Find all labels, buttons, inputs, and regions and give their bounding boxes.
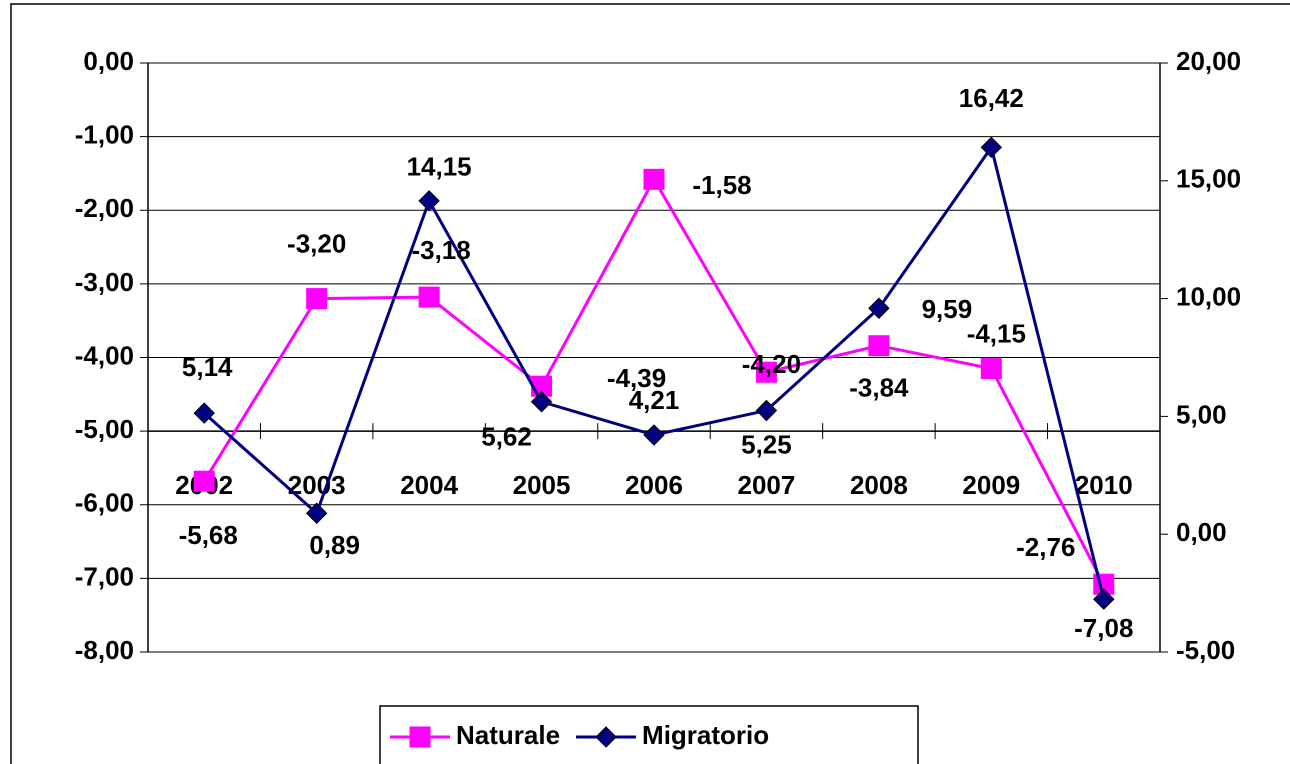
- x-tick-label: 2006: [625, 470, 683, 500]
- y-tick-label: -4,00: [75, 340, 134, 370]
- data-label: -3,20: [287, 228, 346, 258]
- data-label: -4,39: [607, 363, 666, 393]
- y-tick-label: -8,00: [75, 635, 134, 665]
- data-label: 5,62: [481, 422, 532, 452]
- marker: [643, 424, 665, 446]
- marker: [193, 402, 215, 424]
- x-tick-label: 2009: [962, 470, 1020, 500]
- marker: [595, 726, 617, 748]
- legend-label: Migratorio: [642, 720, 769, 750]
- data-label: -2,76: [1016, 532, 1075, 562]
- x-tick-label: 2008: [850, 470, 908, 500]
- data-label: -5,68: [179, 520, 238, 550]
- y-tick-label: -5,00: [75, 414, 134, 444]
- marker: [868, 297, 890, 319]
- marker: [409, 726, 431, 748]
- data-label: 4,21: [629, 385, 680, 415]
- x-tick-label: 2005: [513, 470, 571, 500]
- y-tick-label: -3,00: [75, 267, 134, 297]
- y2-tick-label: 15,00: [1176, 164, 1241, 194]
- data-label: 0,89: [309, 530, 360, 560]
- y2-tick-label: 20,00: [1176, 46, 1241, 76]
- marker: [306, 288, 328, 310]
- marker: [305, 502, 328, 524]
- x-tick-label: 2007: [738, 470, 796, 500]
- legend-label: Naturale: [456, 720, 560, 750]
- y-tick-label: -6,00: [75, 488, 134, 518]
- marker: [643, 168, 665, 190]
- y2-tick-label: 10,00: [1176, 281, 1241, 311]
- y2-tick-label: 5,00: [1176, 399, 1227, 429]
- data-label: -7,08: [1074, 613, 1133, 643]
- data-label: -3,18: [411, 235, 470, 265]
- data-label: 5,25: [741, 429, 792, 459]
- marker: [530, 391, 553, 413]
- marker: [980, 358, 1002, 380]
- data-label: -4,20: [742, 349, 801, 379]
- marker: [980, 136, 1003, 159]
- x-tick-label: 2004: [400, 470, 458, 500]
- legend-box: [379, 705, 919, 764]
- y-tick-label: -7,00: [75, 561, 134, 591]
- data-label: -1,58: [692, 170, 751, 200]
- x-tick-label: 2010: [1075, 470, 1133, 500]
- data-label: 16,42: [959, 83, 1024, 113]
- marker: [1093, 588, 1115, 610]
- y2-tick-label: -5,00: [1176, 635, 1235, 665]
- data-label: -3,84: [849, 373, 909, 403]
- marker: [418, 190, 440, 212]
- y-tick-label: -2,00: [75, 193, 134, 223]
- data-label: -4,15: [967, 318, 1026, 348]
- data-label: 14,15: [407, 152, 472, 182]
- marker: [418, 286, 440, 308]
- data-label: 5,14: [182, 352, 233, 382]
- y2-tick-label: 0,00: [1176, 517, 1227, 547]
- y-tick-label: -1,00: [75, 120, 134, 150]
- marker: [868, 335, 890, 357]
- marker: [755, 399, 778, 422]
- y-tick-label: 0,00: [83, 46, 134, 76]
- data-label: 9,59: [922, 294, 973, 324]
- marker: [193, 470, 215, 492]
- chart-border: [10, 3, 1290, 764]
- marker: [755, 361, 777, 383]
